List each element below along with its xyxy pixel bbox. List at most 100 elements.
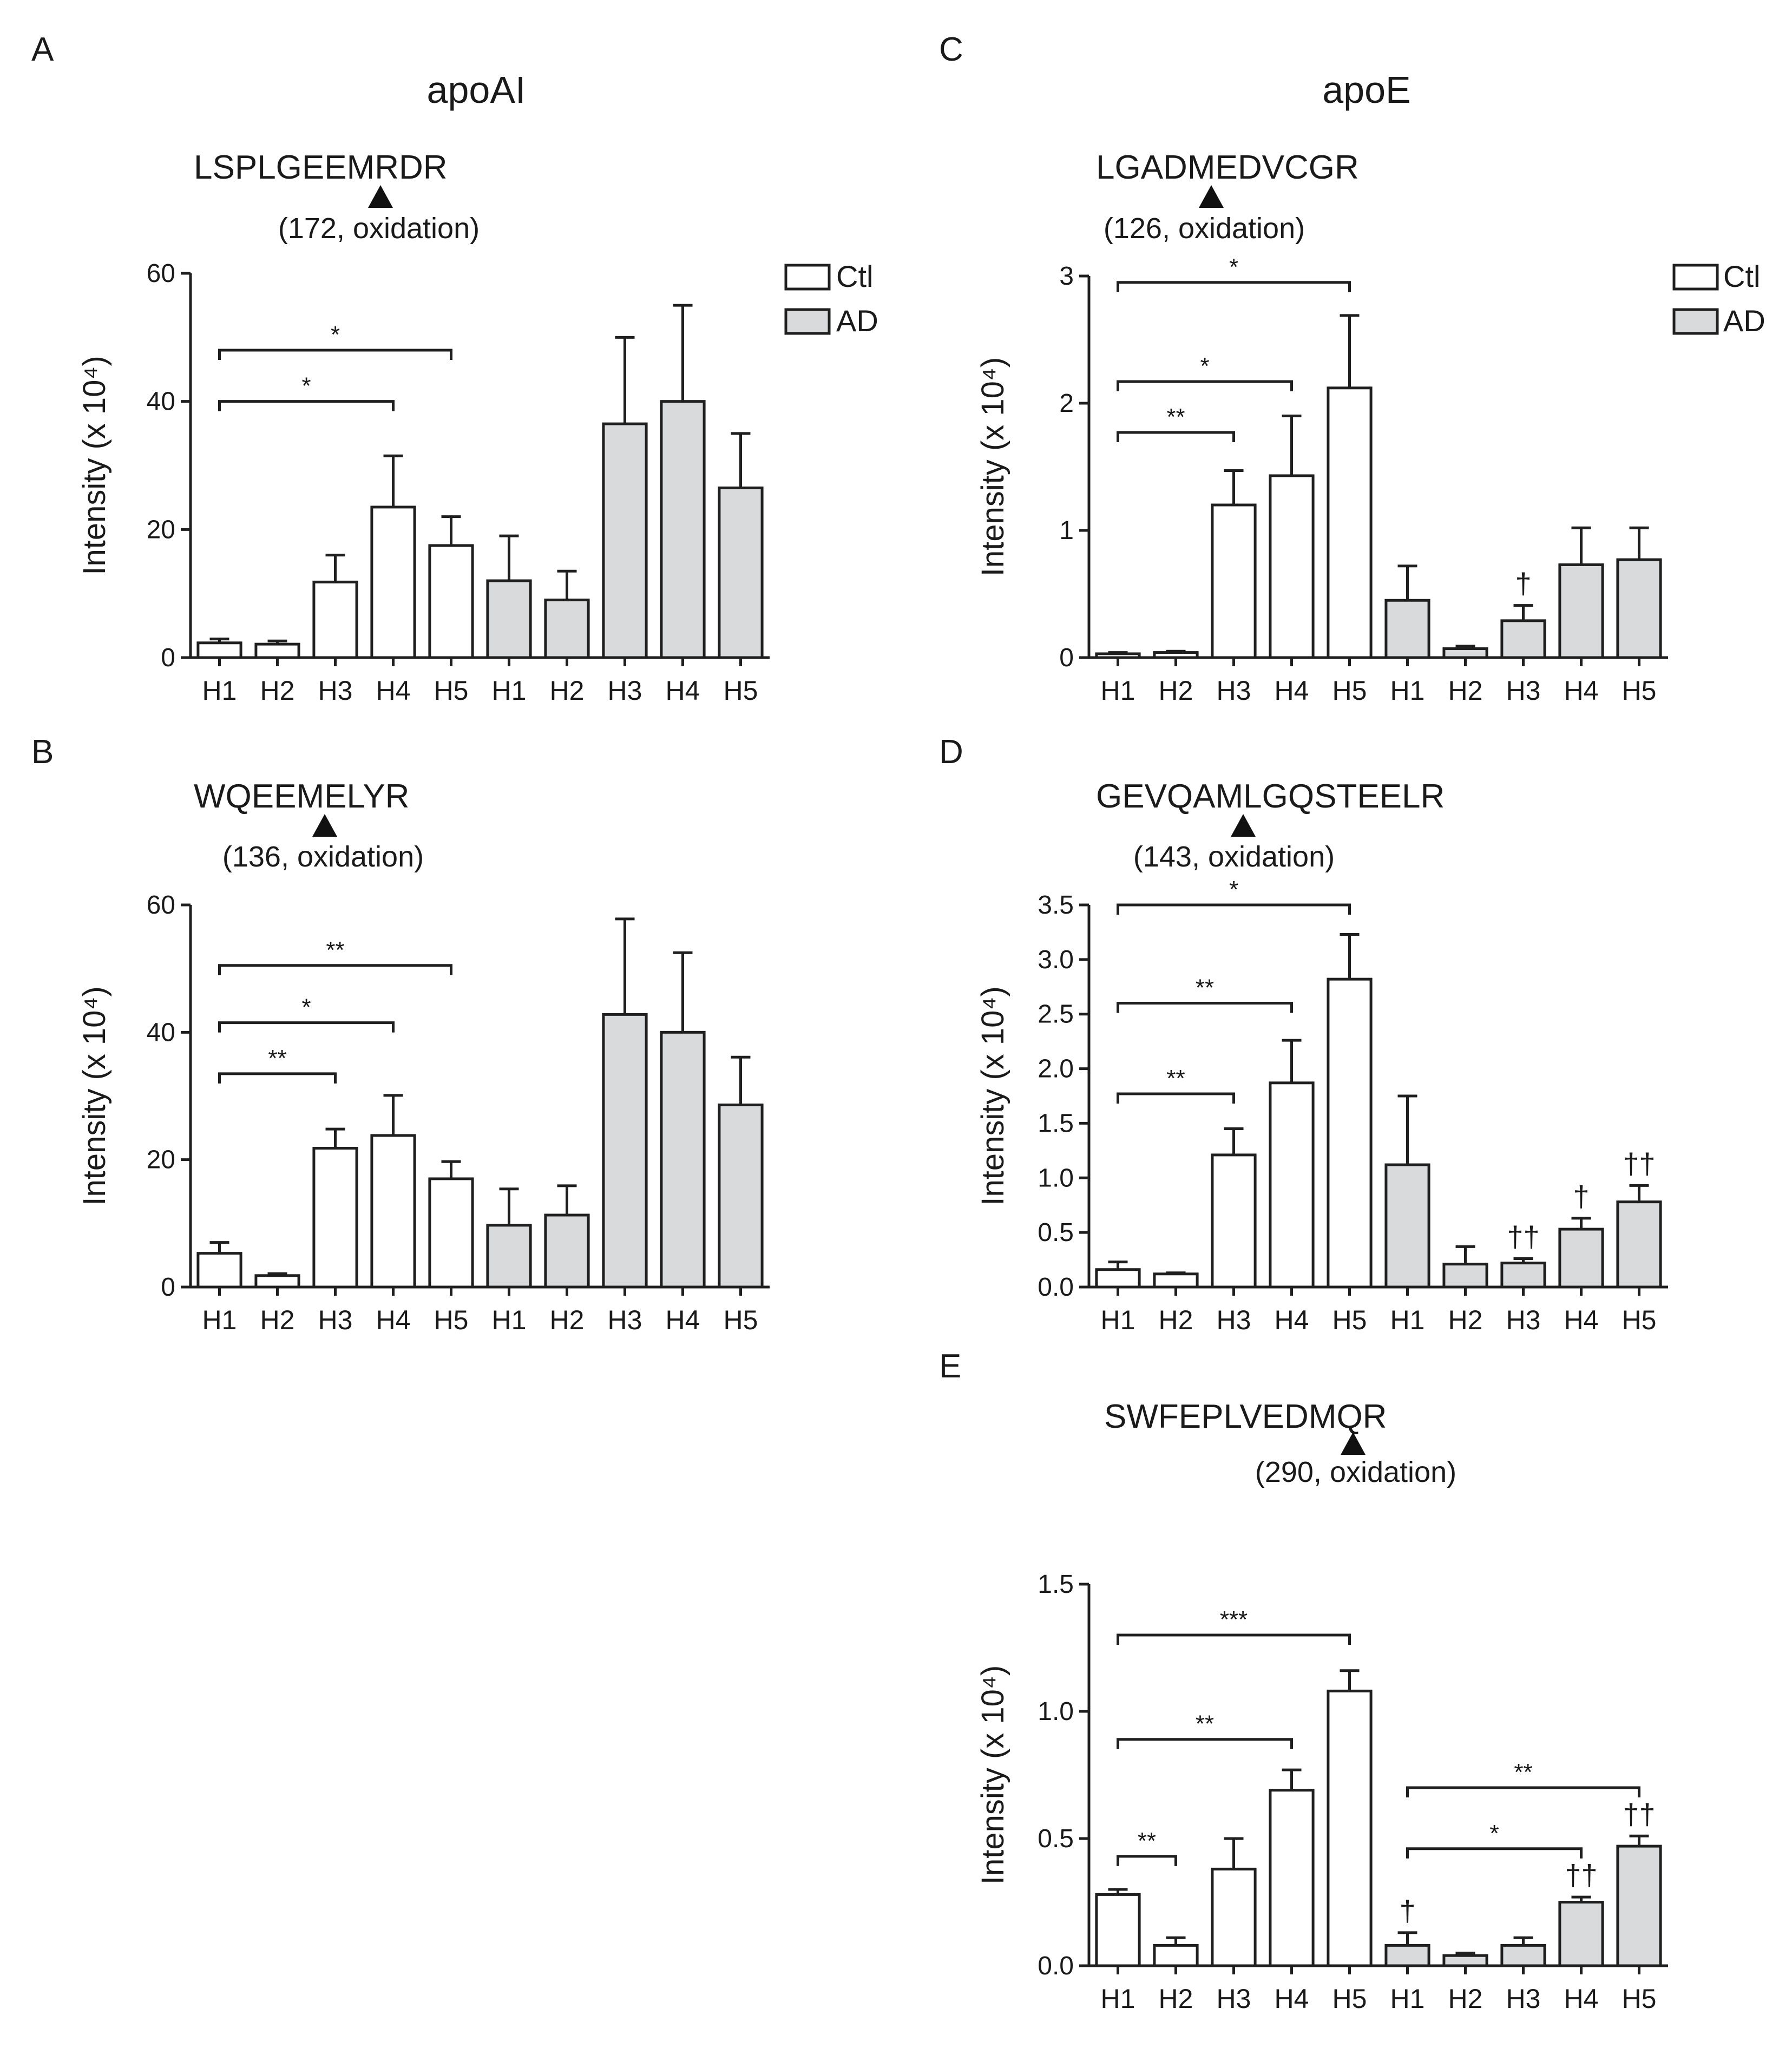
legend-swatch-ctl: [1672, 264, 1719, 291]
bar-ctl: [312, 580, 358, 659]
bar-ctl: [1153, 1272, 1199, 1289]
peptide-e: SWFEPLVEDMQR: [1104, 1398, 1387, 1435]
significance-label: *: [331, 321, 340, 348]
category-label: H3: [1217, 675, 1251, 706]
y-tick-label: 2.0: [1038, 1055, 1074, 1084]
y-tick-label: 40: [147, 388, 175, 416]
site-arrow-c: [1199, 185, 1224, 208]
category-label: H1: [1101, 1305, 1135, 1335]
bar-ctl: [254, 642, 300, 659]
bar-ctl: [196, 1252, 242, 1289]
bar-ad: [718, 1103, 764, 1289]
y-tick-label: 1.5: [1038, 1109, 1074, 1138]
y-tick-label: 1.0: [1038, 1697, 1074, 1726]
category-label: H4: [666, 1305, 700, 1335]
bar-ctl: [1095, 1893, 1141, 1967]
category-label: H3: [318, 675, 353, 706]
significance-bracket: [1117, 431, 1235, 443]
category-label: H3: [1506, 1984, 1541, 2014]
category-label: H1: [1101, 675, 1135, 706]
y-tick-label: 3: [1059, 262, 1074, 291]
site-label-b: (136, oxidation): [222, 841, 424, 873]
category-label: H2: [1448, 1984, 1483, 2014]
chart-panel-c: 0 1 2 3 Intensity (x 10⁴) H1 H2 H3 H4 H5 H1 H2 H3 H4 H…: [975, 254, 1668, 706]
category-label: H1: [1390, 1984, 1425, 2014]
peptide-c: LGADMEDVCGR: [1096, 149, 1359, 186]
y-tick-label: 60: [147, 259, 175, 288]
bar-ctl: [1327, 1689, 1373, 1967]
panel-letter-b: B: [31, 733, 54, 771]
bar-ctl: [1269, 1789, 1315, 1967]
category-label: H4: [666, 675, 700, 706]
y-tick-label: 3.0: [1038, 946, 1074, 974]
bar-ad: [1500, 1262, 1546, 1289]
bar-ctl: [1211, 503, 1257, 659]
bar-ad: [1616, 558, 1662, 659]
significance-bracket: [1117, 380, 1293, 392]
y-tick-label: 1: [1059, 516, 1074, 545]
y-tick-label: 0.0: [1038, 1952, 1074, 1980]
dagger-label: ††: [1565, 1859, 1597, 1892]
dagger-label: ††: [1623, 1147, 1655, 1180]
bar-ad: [660, 1030, 706, 1289]
bar-ctl: [312, 1146, 358, 1289]
bar-ad: [486, 1224, 532, 1289]
category-label: H1: [492, 675, 527, 706]
bar-ad: [1558, 563, 1604, 659]
category-label: H1: [492, 1305, 527, 1335]
bar-ctl: [1211, 1867, 1257, 1967]
bar-ad: [1442, 1263, 1488, 1289]
significance-label: **: [1166, 404, 1185, 430]
y-axis-title: Intensity (x 10⁴): [77, 356, 112, 575]
significance-label: ***: [1220, 1606, 1248, 1633]
category-label: H4: [1275, 1305, 1309, 1335]
category-label: H5: [724, 675, 758, 706]
panel-letter-e: E: [939, 1348, 961, 1385]
panel-letter-c: C: [939, 31, 963, 68]
legend-label-ctl: Ctl: [1723, 259, 1760, 293]
significance-bracket: [218, 1021, 395, 1033]
significance-label: **: [1196, 1711, 1214, 1737]
bar-ad: [1500, 619, 1546, 659]
category-label: H5: [1332, 1305, 1367, 1335]
category-label: H2: [260, 1305, 295, 1335]
site-arrow-d: [1231, 814, 1256, 837]
bar-ctl: [1095, 1268, 1141, 1289]
y-tick-label: 3.5: [1038, 891, 1074, 920]
category-label: H2: [1159, 1305, 1193, 1335]
category-label: H4: [1275, 675, 1309, 706]
dagger-label: †: [1515, 568, 1531, 600]
bar-ctl: [428, 544, 474, 659]
category-label: H5: [1622, 1305, 1657, 1335]
significance-bracket: [1117, 1092, 1235, 1104]
site-label-c: (126, oxidation): [1104, 212, 1305, 245]
chart-panel-e: 0.0 0.5 1.0 1.5 Intensity (x 10⁴) H1 H2 H3 H4 H5 H…: [975, 1570, 1668, 2014]
bar-ctl: [1269, 474, 1315, 659]
category-label: H2: [550, 675, 585, 706]
legend-swatch-ad: [1672, 308, 1719, 335]
bar-ctl: [1327, 386, 1373, 659]
y-tick-label: 60: [147, 891, 175, 920]
peptide-a: LSPLGEEMRDR: [194, 149, 448, 186]
significance-bracket: [1117, 903, 1351, 915]
category-label: H4: [1564, 1984, 1599, 2014]
bar-ad: [1558, 1901, 1604, 1967]
category-label: H2: [1159, 675, 1193, 706]
y-axis-title: Intensity (x 10⁴): [77, 986, 112, 1205]
bar-ctl: [1153, 651, 1199, 659]
category-label: H3: [318, 1305, 353, 1335]
site-label-a: (172, oxidation): [278, 212, 480, 245]
site-label-d: (143, oxidation): [1133, 841, 1335, 873]
significance-bracket: [218, 400, 395, 411]
legend-swatch-ad: [784, 308, 831, 335]
category-label: H3: [1506, 1305, 1541, 1335]
bar-ad: [1616, 1844, 1662, 1967]
category-label: H2: [1159, 1984, 1193, 2014]
peptide-b: WQEEMELYR: [194, 778, 409, 815]
bar-ad: [1384, 1944, 1430, 1967]
bar-ad: [544, 1213, 590, 1289]
category-label: H2: [1448, 1305, 1483, 1335]
bar-ad: [602, 422, 648, 659]
significance-bracket: [1117, 1855, 1177, 1866]
dagger-label: ††: [1623, 1798, 1655, 1830]
